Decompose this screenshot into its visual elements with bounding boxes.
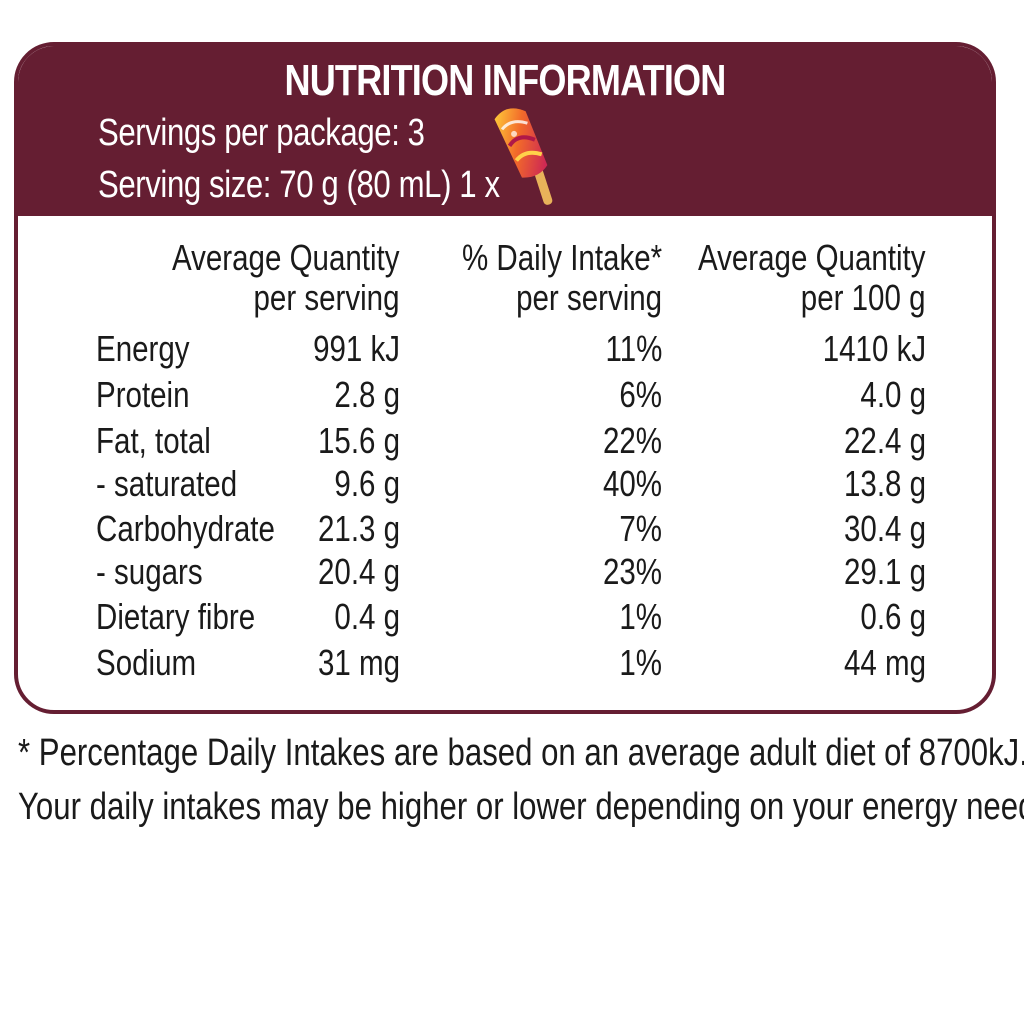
per-100g-value: 44 mg: [843, 642, 926, 683]
per-serving-value: 15.6 g: [317, 420, 400, 461]
column-header-line: Average Quantity: [698, 237, 926, 278]
column-header-line: per serving: [253, 277, 400, 318]
servings-per-package: Servings per package: 3: [98, 112, 425, 154]
per-100g-value: 4.0 g: [860, 374, 926, 415]
per-serving-value: 9.6 g: [334, 463, 400, 504]
per-100g-value: 13.8 g: [843, 463, 926, 504]
per-serving-value: 2.8 g: [334, 374, 400, 415]
per-serving-value: 20.4 g: [317, 551, 400, 592]
column-header-line: Average Quantity: [172, 237, 400, 278]
daily-intake-value: 11%: [605, 328, 662, 369]
nutrient-name: Fat, total: [96, 420, 211, 461]
footnote-line-1: * Percentage Daily Intakes are based on …: [18, 732, 1024, 774]
nutrient-name: - sugars: [96, 551, 203, 592]
footnote-line-2: Your daily intakes may be higher or lowe…: [18, 786, 1024, 828]
nutrient-name: Dietary fibre: [96, 596, 256, 637]
panel-header: NUTRITION INFORMATION Servings per packa…: [18, 46, 992, 216]
per-serving-value: 0.4 g: [334, 596, 400, 637]
daily-intake-value: 6%: [619, 374, 662, 415]
per-100g-value: 1410 kJ: [822, 328, 926, 369]
daily-intake-value: 23%: [602, 551, 662, 592]
column-header-line: per 100 g: [801, 277, 926, 318]
ice-cream-icon: [494, 108, 553, 205]
per-serving-value: 21.3 g: [317, 508, 400, 549]
daily-intake-value: 1%: [619, 596, 662, 637]
nutrient-name: Protein: [96, 374, 190, 415]
per-100g-value: 0.6 g: [860, 596, 926, 637]
per-100g-value: 22.4 g: [843, 420, 926, 461]
nutrient-name: - saturated: [96, 463, 238, 504]
per-100g-value: 29.1 g: [843, 551, 926, 592]
daily-intake-value: 40%: [602, 463, 662, 504]
per-serving-value: 31 mg: [317, 642, 400, 683]
nutrient-name: Carbohydrate: [96, 508, 275, 549]
nutrition-panel: NUTRITION INFORMATION Servings per packa…: [14, 42, 996, 714]
daily-intake-value: 7%: [619, 508, 662, 549]
column-header-line: % Daily Intake*: [461, 237, 662, 278]
daily-intake-value: 1%: [619, 642, 662, 683]
nutrient-name: Energy: [96, 328, 190, 369]
column-header-per-100g: Average Quantity per 100 g: [698, 238, 926, 318]
serving-size: Serving size: 70 g (80 mL) 1 x: [98, 164, 500, 206]
per-100g-value: 30.4 g: [843, 508, 926, 549]
panel-title: NUTRITION INFORMATION: [284, 56, 726, 105]
nutrient-name: Sodium: [96, 642, 197, 683]
column-header-per-serving: Average Quantity per serving: [172, 238, 400, 318]
column-header-daily-intake: % Daily Intake* per serving: [462, 238, 662, 318]
per-serving-value: 991 kJ: [313, 328, 400, 369]
column-header-line: per serving: [515, 277, 662, 318]
daily-intake-value: 22%: [602, 420, 662, 461]
